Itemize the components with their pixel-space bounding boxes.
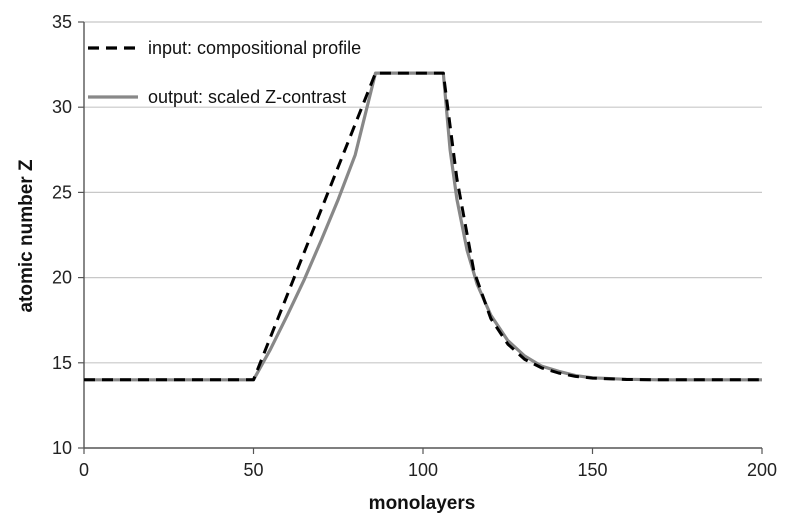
gridlines (84, 21, 762, 364)
legend-label-input: input: compositional profile (148, 38, 361, 58)
x-tick-label: 150 (577, 460, 607, 480)
y-tick-label: 15 (52, 353, 72, 373)
x-tick-label: 200 (747, 460, 777, 480)
series-lines (84, 71, 762, 382)
legend: input: compositional profile output: scal… (88, 38, 361, 107)
tick-labels: 10 15 20 25 30 35 0 50 100 150 200 (52, 12, 777, 480)
x-tick-label: 50 (243, 460, 263, 480)
x-tick-label: 100 (408, 460, 438, 480)
y-tick-label: 25 (52, 182, 72, 202)
series-line-input (84, 71, 762, 382)
y-tick-label: 30 (52, 97, 72, 117)
y-tick-label: 10 (52, 438, 72, 458)
y-tick-label: 35 (52, 12, 72, 32)
legend-label-output: output: scaled Z-contrast (148, 87, 346, 107)
y-axis-title: atomic number Z (16, 159, 37, 312)
axes (78, 21, 763, 454)
x-axis-title: monolayers (369, 493, 476, 514)
x-tick-label: 0 (79, 460, 89, 480)
y-tick-label: 20 (52, 268, 72, 288)
